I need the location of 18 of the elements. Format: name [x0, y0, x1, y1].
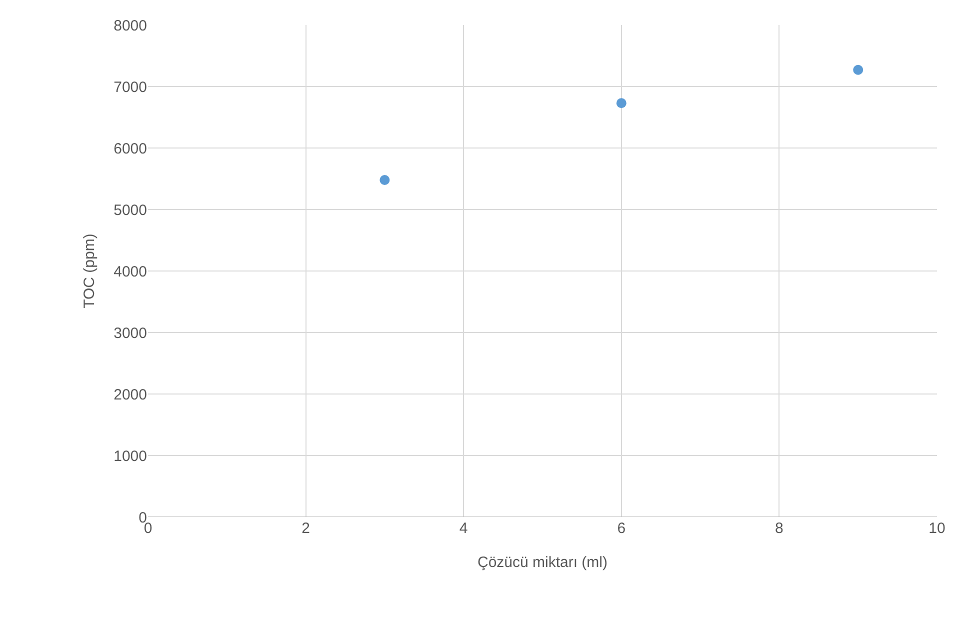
y-tick-label: 7000 [114, 78, 147, 96]
x-tick-label: 6 [617, 520, 626, 537]
x-tick-label: 2 [302, 520, 310, 537]
x-axis-title: Çözücü miktarı (ml) [477, 554, 608, 571]
y-tick-label: 2000 [114, 386, 147, 404]
point [853, 64, 864, 75]
y-tick-label: 4000 [114, 263, 147, 280]
y-tick-label: 3000 [114, 324, 147, 342]
y-tick-label: 1000 [114, 448, 147, 465]
point [380, 174, 390, 185]
y-tick-label: 5000 [114, 202, 147, 219]
x-tick-label: 4 [459, 520, 468, 537]
y-tick-label: 8000 [114, 17, 147, 34]
y-axis-title: TOC (ppm) [80, 234, 98, 308]
x-tick-label: 10 [928, 520, 946, 537]
x-tick-label: 8 [775, 520, 784, 537]
point [616, 98, 626, 108]
y-tick-label: 6000 [114, 140, 147, 158]
